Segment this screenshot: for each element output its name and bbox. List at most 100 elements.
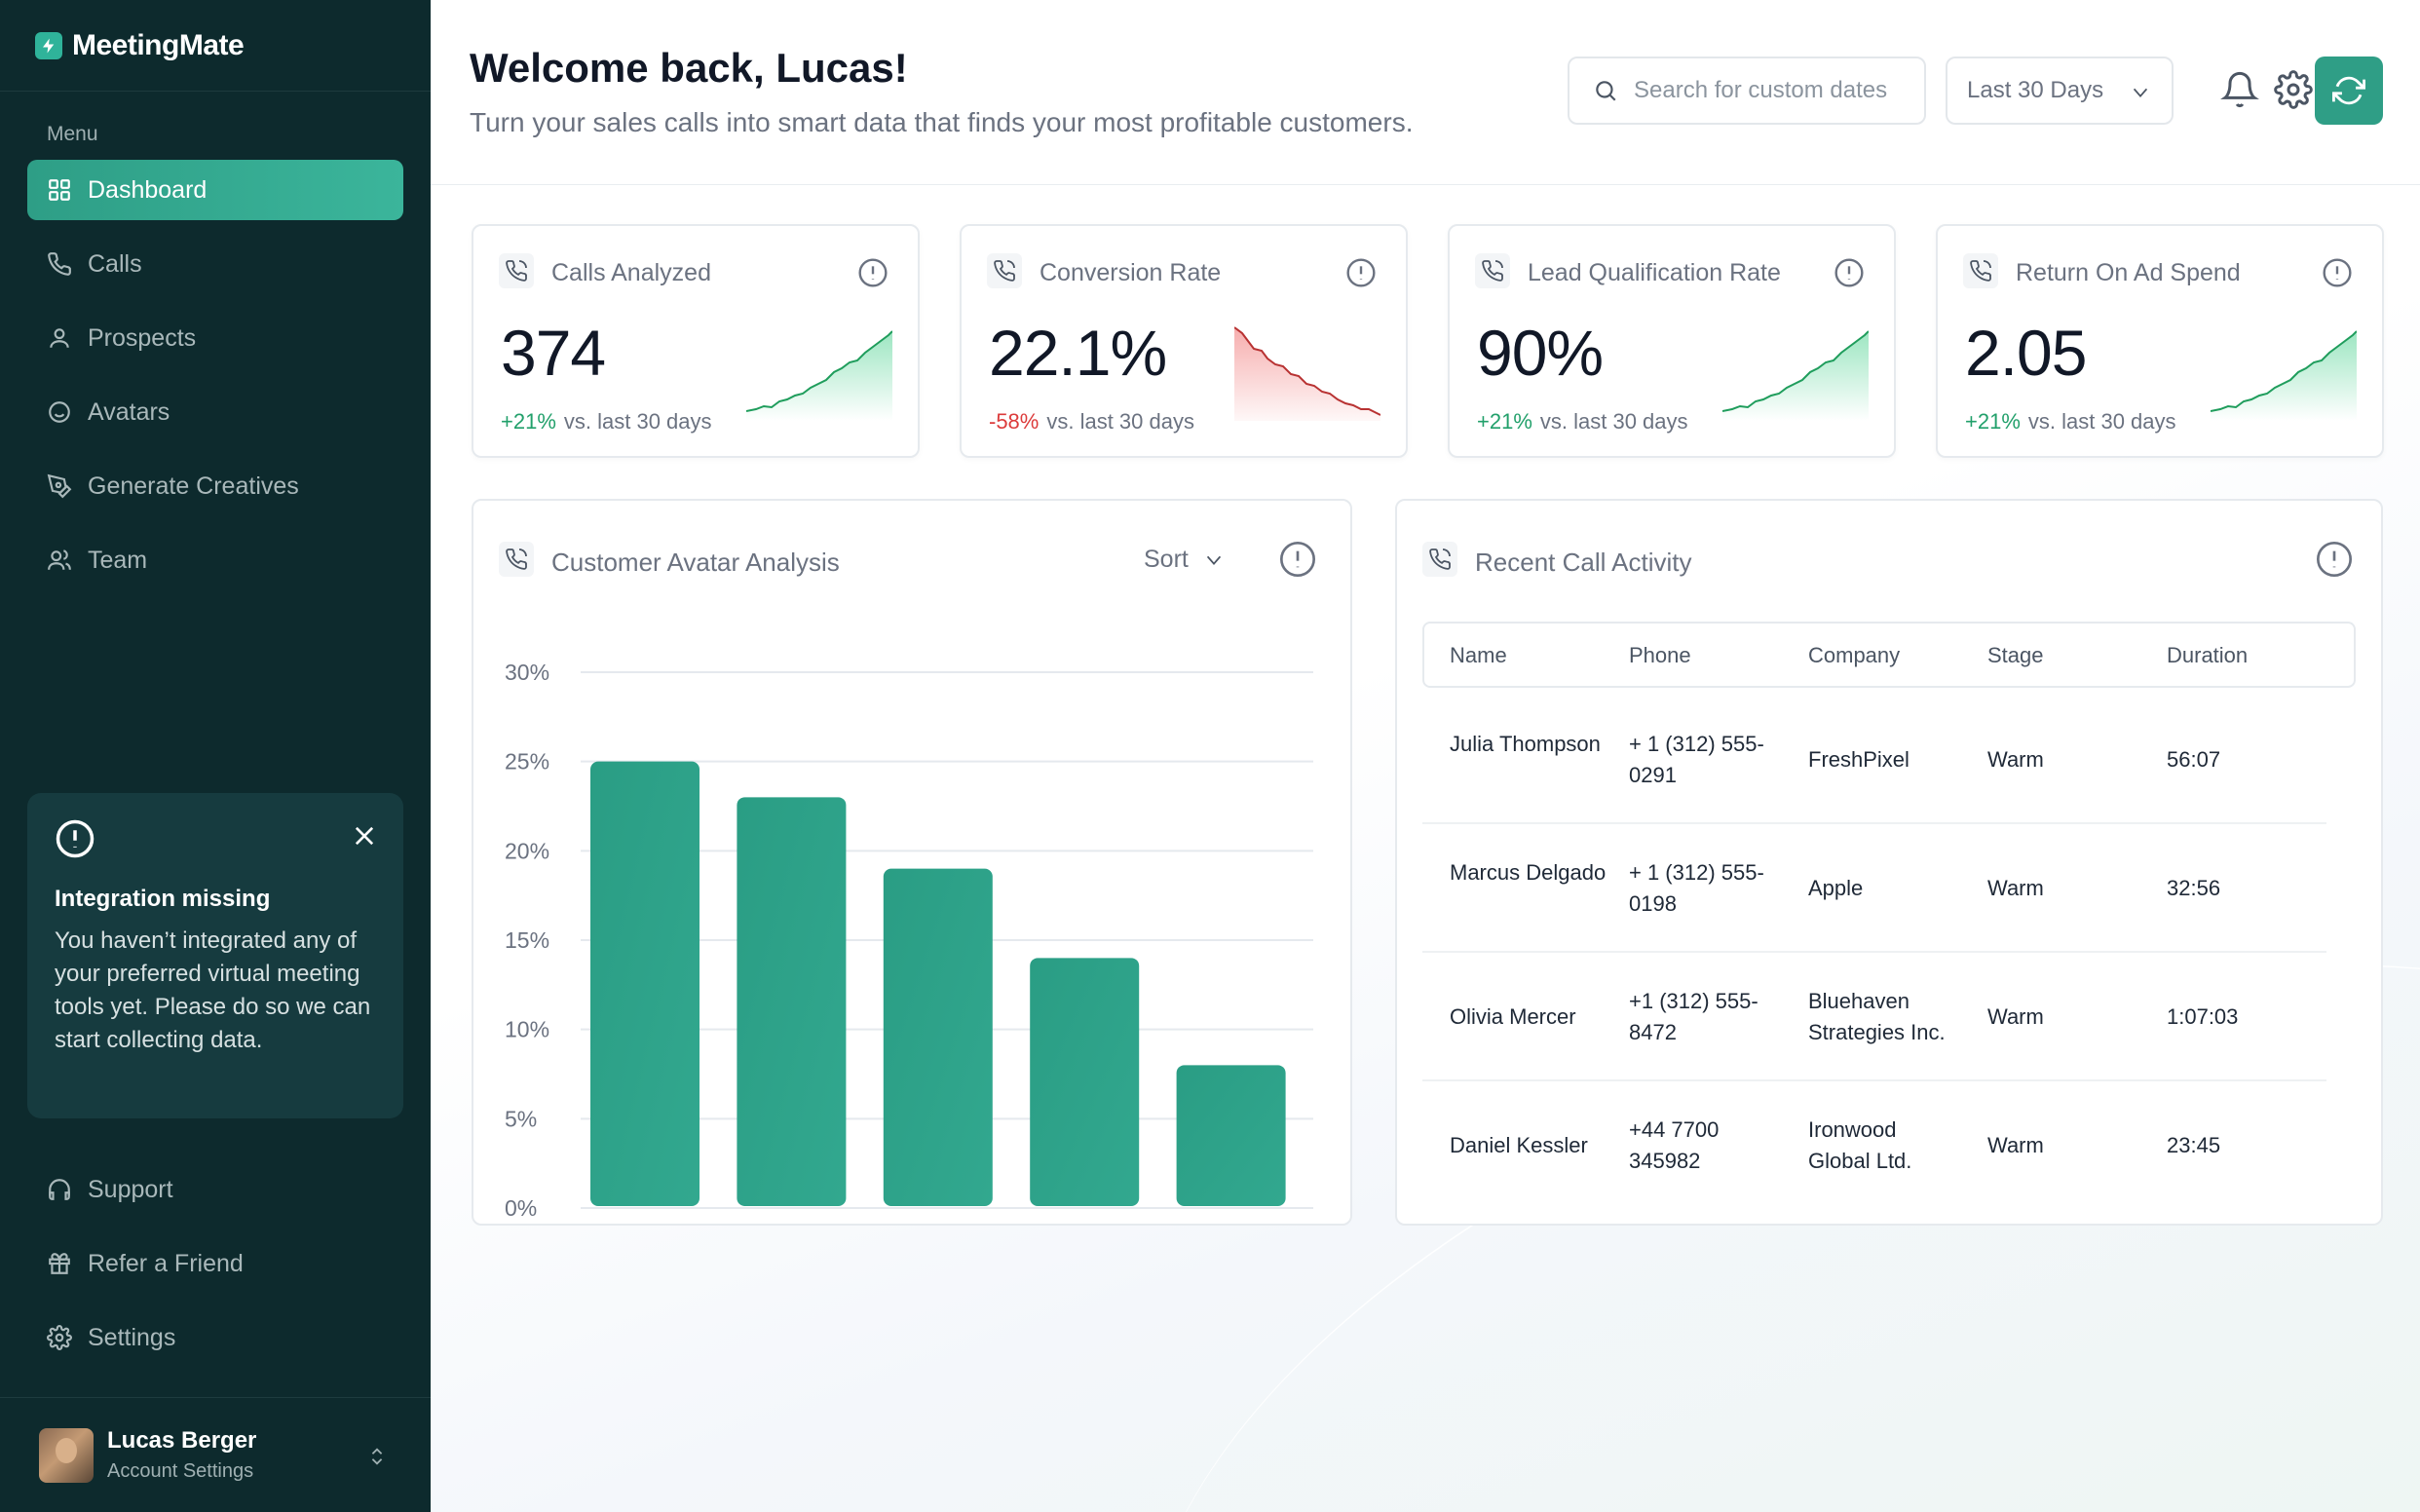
cell-stage: Warm [1987, 1133, 2044, 1157]
info-icon[interactable] [1278, 540, 1317, 579]
sidebar-item-team[interactable]: Team [27, 530, 403, 590]
alert-title: Integration missing [55, 886, 271, 912]
sort-dropdown[interactable]: Sort [1144, 546, 1226, 574]
cell-stage: Warm [1987, 1004, 2044, 1029]
sidebar: MeetingMate Menu Dashboard Calls Prospec… [0, 0, 431, 1512]
cell-duration: 32:56 [2167, 876, 2221, 900]
stat-delta: -58% vs. last 30 days [989, 409, 1194, 435]
search-input[interactable]: Search for custom dates [1568, 57, 1926, 125]
gear-icon [47, 1325, 72, 1350]
info-icon[interactable] [2315, 540, 2354, 579]
column-header[interactable]: Stage [1987, 643, 2044, 667]
stat-label: Conversion Rate [1040, 259, 1222, 286]
sidebar-item-dashboard[interactable]: Dashboard [27, 160, 403, 220]
phone-icon [1475, 253, 1510, 288]
headphones-icon [49, 1179, 70, 1200]
cell-phone: + 1 (312) 555-0291 [1629, 732, 1764, 787]
page-subtitle: Turn your sales calls into smart data th… [470, 107, 1414, 137]
phone-icon [987, 253, 1022, 288]
phone-icon [499, 542, 534, 577]
sparkline-up [1722, 330, 1869, 421]
cell-phone: +1 (312) 555-8472 [1629, 989, 1758, 1044]
stat-value: 374 [501, 317, 606, 389]
pen-tool-icon [47, 473, 72, 499]
sparkline-up [746, 330, 892, 421]
integration-alert: Integration missing You haven’t integrat… [27, 793, 403, 1118]
y-tick-label: 10% [505, 1017, 549, 1042]
refresh-button[interactable] [2315, 57, 2383, 125]
refresh-icon [2332, 76, 2365, 105]
panel-title: Recent Call Activity [1475, 548, 1692, 577]
stat-card-calls-analyzed[interactable]: Calls Analyzed 374 +21% vs. last 30 days [472, 224, 920, 458]
delta-compare: vs. last 30 days [1539, 409, 1688, 434]
y-tick-label: 30% [505, 660, 549, 685]
main-nav: Dashboard Calls Prospects Avatars Genera… [0, 160, 431, 590]
table-row[interactable]: Marcus Delgado + 1 (312) 555-0198 Apple … [1422, 824, 2326, 953]
bar[interactable] [590, 761, 700, 1206]
sidebar-item-support[interactable]: Support [27, 1159, 403, 1220]
chevron-down-icon [1206, 555, 1221, 565]
avatar-bar-chart: 0%5%10%15%20%25%30% CMO'sCEO'sAgencyCGO'… [505, 660, 1313, 1221]
close-icon[interactable] [351, 822, 378, 850]
column-header[interactable]: Duration [2167, 643, 2249, 667]
cell-name: Marcus Delgado [1450, 860, 1607, 885]
sidebar-item-label: Calls [88, 249, 142, 278]
bar[interactable] [883, 868, 993, 1206]
main-content: Welcome back, Lucas! Turn your sales cal… [431, 0, 2420, 1512]
date-range-select[interactable]: Last 30 Days [1946, 57, 2174, 125]
sidebar-item-label: Avatars [88, 397, 170, 426]
user-icon [50, 328, 69, 348]
bell-icon[interactable] [2220, 70, 2259, 109]
brand[interactable]: MeetingMate [0, 0, 431, 92]
delta-compare: vs. last 30 days [563, 409, 712, 434]
stat-card-conversion-rate[interactable]: Conversion Rate 22.1% -58% vs. last 30 da… [960, 224, 1408, 458]
gear-icon[interactable] [2274, 70, 2313, 109]
info-icon[interactable] [1345, 257, 1377, 288]
search-icon [1596, 81, 1616, 101]
stat-delta: +21% vs. last 30 days [1965, 409, 2176, 435]
chevron-up-down-icon [371, 1448, 383, 1465]
column-header[interactable]: Phone [1629, 643, 1691, 667]
stat-delta: +21% vs. last 30 days [1477, 409, 1688, 435]
delta-compare: vs. last 30 days [1046, 409, 1194, 434]
cell-name: Julia Thompson [1450, 732, 1601, 756]
stat-delta: +21% vs. last 30 days [501, 409, 712, 435]
stat-card-lead-qualification-rate[interactable]: Lead Qualification Rate 90% +21% vs. last… [1448, 224, 1896, 458]
delta-percent: +21% [1965, 409, 2021, 434]
cell-name: Daniel Kessler [1450, 1133, 1588, 1157]
sidebar-item-label: Settings [88, 1323, 176, 1351]
cell-stage: Warm [1987, 747, 2044, 772]
y-tick-label: 5% [505, 1106, 537, 1131]
account-switcher[interactable]: Lucas Berger Account Settings [0, 1397, 431, 1512]
delta-percent: -58% [989, 409, 1040, 434]
sidebar-item-prospects[interactable]: Prospects [27, 308, 403, 368]
column-header[interactable]: Name [1450, 643, 1507, 667]
smile-icon [49, 401, 70, 423]
bar[interactable] [1030, 958, 1140, 1206]
menu-label: Menu [47, 123, 98, 145]
alert-body: You haven’t integrated any of your prefe… [55, 927, 371, 1053]
sidebar-item-refer-a-friend[interactable]: Refer a Friend [27, 1233, 403, 1294]
stat-card-return-on-ad-spend[interactable]: Return On Ad Spend 2.05 +21% vs. last 30 … [1936, 224, 2384, 458]
info-icon[interactable] [2322, 257, 2353, 288]
table-row[interactable]: Julia Thompson + 1 (312) 555-0291 FreshP… [1422, 696, 2326, 824]
sort-label: Sort [1144, 546, 1189, 573]
table-row[interactable]: Olivia Mercer +1 (312) 555-8472 Bluehave… [1422, 953, 2326, 1081]
y-tick-label: 0% [505, 1195, 537, 1221]
info-icon[interactable] [1834, 257, 1865, 288]
bar[interactable] [737, 797, 847, 1206]
panel-title: Customer Avatar Analysis [551, 548, 840, 577]
sidebar-item-avatars[interactable]: Avatars [27, 382, 403, 442]
stat-value: 2.05 [1965, 317, 2087, 389]
search-placeholder: Search for custom dates [1634, 77, 1888, 103]
cell-duration: 23:45 [2167, 1133, 2221, 1157]
sidebar-item-label: Generate Creatives [88, 472, 299, 500]
phone-icon [1422, 542, 1457, 577]
sidebar-item-settings[interactable]: Settings [27, 1307, 403, 1368]
sidebar-item-generate-creatives[interactable]: Generate Creatives [27, 456, 403, 516]
sidebar-item-calls[interactable]: Calls [27, 234, 403, 294]
table-row[interactable]: Daniel Kessler +44 7700 345982 Ironwood … [1422, 1081, 2326, 1210]
bar[interactable] [1176, 1065, 1286, 1206]
column-header[interactable]: Company [1808, 643, 1901, 667]
info-icon[interactable] [857, 257, 889, 288]
